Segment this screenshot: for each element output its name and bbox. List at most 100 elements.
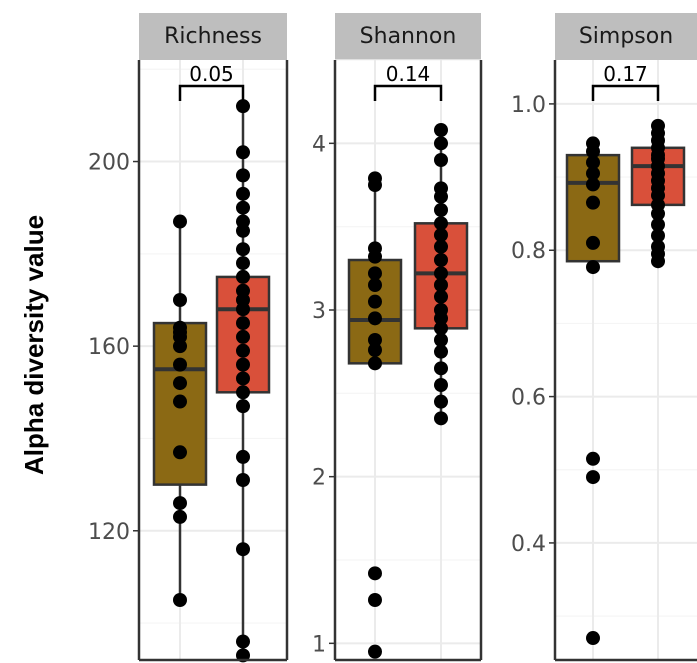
- data-point: [368, 241, 382, 256]
- box-group-2: [630, 118, 686, 269]
- box-group-1: [347, 171, 403, 659]
- data-point: [173, 496, 187, 511]
- data-point: [586, 470, 600, 485]
- data-point: [586, 631, 600, 646]
- data-point: [236, 145, 250, 160]
- y-tick-label: 2: [312, 466, 326, 491]
- p-value-label: 0.17: [603, 62, 648, 86]
- data-point: [236, 200, 250, 215]
- y-tick-label: 200: [88, 151, 130, 176]
- data-point: [434, 216, 448, 231]
- data-point: [434, 181, 448, 196]
- data-point: [434, 123, 448, 137]
- facet-panels: Richness 120 160 200 0.05 Shannon 1 2 3 4 0.14 Simp…: [88, 13, 697, 663]
- data-point: [434, 228, 448, 242]
- data-point: [586, 136, 600, 151]
- data-point: [434, 394, 448, 409]
- data-point: [368, 333, 382, 347]
- data-point: [236, 242, 250, 257]
- data-point: [236, 399, 250, 414]
- panel-richness: Richness 120 160 200 0.05: [88, 13, 289, 663]
- data-point: [368, 278, 382, 292]
- comparison-bracket: [178, 84, 245, 101]
- strip-background: [335, 13, 481, 60]
- data-point: [368, 644, 382, 659]
- data-point: [236, 256, 250, 271]
- box-group-1: [565, 136, 621, 646]
- data-point: [434, 411, 448, 426]
- strip-label: Simpson: [579, 24, 673, 49]
- data-point: [173, 394, 187, 409]
- data-point: [236, 634, 250, 649]
- data-point: [236, 473, 250, 487]
- data-point: [368, 266, 382, 281]
- data-point: [651, 239, 665, 254]
- data-point: [586, 195, 600, 210]
- y-tick-label: 120: [88, 520, 130, 545]
- comparison-bracket: [373, 84, 443, 101]
- data-point: [173, 293, 187, 307]
- data-point: [586, 235, 600, 250]
- box-group-2: [215, 99, 271, 663]
- data-point: [368, 593, 382, 607]
- data-point: [434, 344, 448, 359]
- strip-background: [555, 13, 697, 60]
- data-point: [173, 214, 187, 229]
- data-point: [368, 343, 382, 357]
- data-point: [434, 253, 448, 267]
- data-point: [173, 593, 187, 607]
- data-point: [173, 445, 187, 460]
- data-point: [173, 376, 187, 391]
- data-point: [236, 283, 250, 298]
- data-point: [173, 320, 187, 335]
- y-tick-label: 160: [88, 335, 130, 360]
- box-group-1: [152, 214, 208, 607]
- data-point: [236, 357, 250, 372]
- data-point: [236, 329, 250, 344]
- data-point: [173, 509, 187, 524]
- box-group-2: [413, 123, 469, 426]
- panel-shannon: Shannon 1 2 3 4 0.14: [312, 13, 483, 662]
- data-point: [434, 303, 448, 317]
- data-point: [368, 566, 382, 581]
- strip-background: [139, 13, 287, 60]
- y-tick-label: 4: [312, 132, 326, 157]
- data-point: [434, 203, 448, 217]
- data-point: [434, 136, 448, 151]
- strip-label: Richness: [164, 24, 262, 49]
- y-tick-label: 0.4: [511, 532, 546, 557]
- data-point: [236, 186, 250, 201]
- data-point: [236, 269, 250, 284]
- data-point: [173, 357, 187, 372]
- data-point: [434, 321, 448, 336]
- data-point: [368, 356, 382, 371]
- data-point: [434, 378, 448, 392]
- data-point: [236, 385, 250, 400]
- y-tick-label: 0.8: [511, 239, 546, 264]
- y-tick-label: 1.0: [511, 93, 546, 118]
- y-axis-label: Alpha diversity value: [19, 215, 49, 475]
- data-point: [586, 260, 600, 275]
- data-point: [434, 266, 448, 281]
- data-point: [586, 177, 600, 192]
- data-point: [236, 343, 250, 358]
- data-point: [236, 99, 250, 114]
- data-point: [434, 239, 448, 254]
- comparison-bracket: [591, 84, 660, 101]
- data-point: [651, 118, 665, 133]
- data-point: [651, 228, 665, 243]
- data-point: [434, 278, 448, 292]
- data-point: [236, 371, 250, 386]
- data-point: [434, 361, 448, 376]
- data-point: [651, 217, 665, 232]
- data-point: [434, 289, 448, 304]
- panel-simpson: Simpson 0.4 0.6 0.8 1.0 0.17: [511, 13, 697, 662]
- data-point: [586, 166, 600, 181]
- p-value-label: 0.14: [386, 62, 431, 86]
- data-point: [434, 333, 448, 347]
- data-point: [586, 451, 600, 466]
- data-point: [236, 542, 250, 557]
- y-tick-label: 1: [312, 632, 326, 657]
- data-point: [236, 316, 250, 331]
